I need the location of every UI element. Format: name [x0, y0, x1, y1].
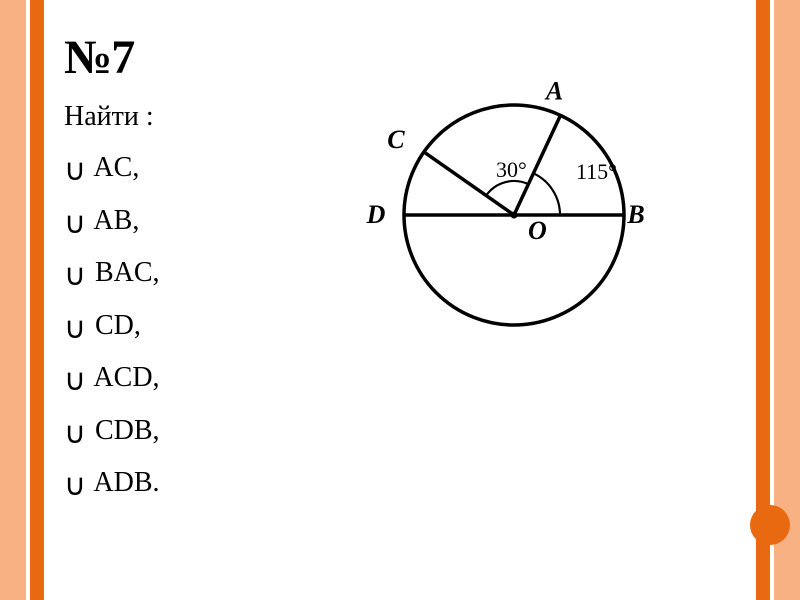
arc-symbol: ∪ — [64, 309, 86, 350]
circle-diagram-container: 30° 115° A B C D O — [344, 35, 684, 355]
arc-label: BAC, — [88, 257, 160, 288]
svg-text:115°: 115° — [576, 159, 617, 184]
arc-symbol: ∪ — [64, 361, 86, 402]
arc-symbol: ∪ — [64, 466, 86, 507]
stripe-thick — [0, 0, 26, 600]
svg-text:30°: 30° — [496, 157, 527, 182]
arc-label: ACD, — [88, 362, 160, 393]
arc-item: ∪ CDB, — [64, 410, 744, 451]
nav-dot[interactable] — [750, 505, 790, 545]
svg-text:C: C — [387, 125, 405, 154]
circle-diagram: 30° 115° A B C D O — [344, 35, 684, 355]
arc-label: AC, — [88, 152, 139, 183]
svg-text:D: D — [366, 200, 386, 229]
arc-symbol: ∪ — [64, 204, 86, 245]
arc-label: ADB. — [88, 467, 160, 498]
arc-label: AB, — [88, 205, 139, 236]
svg-text:B: B — [626, 200, 644, 229]
arc-label: CDB, — [88, 415, 160, 446]
slide-content: №7 Найти : ∪ AC,∪ AB,∪ BAC,∪ CD,∪ ACD,∪ … — [56, 0, 744, 600]
arc-item: ∪ ADB. — [64, 462, 744, 503]
arc-item: ∪ ACD, — [64, 357, 744, 398]
arc-symbol: ∪ — [64, 151, 86, 192]
left-stripe-decoration — [0, 0, 56, 600]
svg-text:A: A — [544, 76, 563, 105]
arc-symbol: ∪ — [64, 256, 86, 297]
arc-symbol: ∪ — [64, 414, 86, 455]
arc-label: CD, — [88, 310, 141, 341]
svg-text:O: O — [528, 216, 547, 245]
stripe-thin — [30, 0, 44, 600]
